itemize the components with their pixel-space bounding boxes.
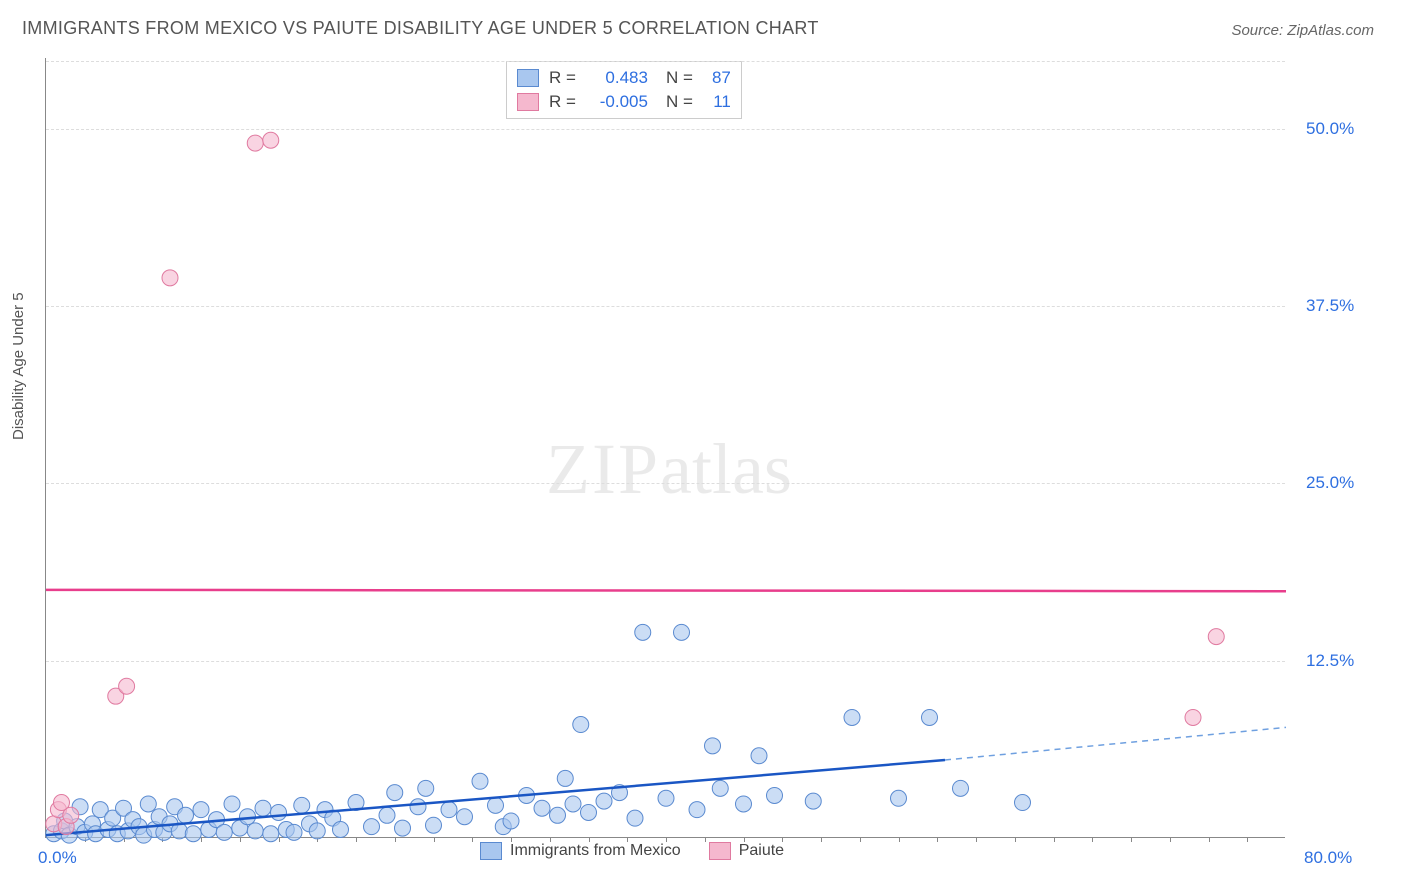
y-tick-label: 12.5% bbox=[1306, 651, 1354, 671]
data-point bbox=[488, 797, 504, 813]
data-point bbox=[255, 800, 271, 816]
data-point bbox=[457, 809, 473, 825]
data-point bbox=[596, 793, 612, 809]
data-point bbox=[1185, 709, 1201, 725]
data-point bbox=[162, 270, 178, 286]
data-point bbox=[844, 709, 860, 725]
data-point bbox=[333, 821, 349, 837]
data-point bbox=[550, 807, 566, 823]
legend-swatch bbox=[709, 842, 731, 860]
data-point bbox=[573, 717, 589, 733]
data-point bbox=[395, 820, 411, 836]
chart-svg bbox=[46, 58, 1286, 838]
data-point bbox=[178, 807, 194, 823]
data-point bbox=[658, 790, 674, 806]
data-point bbox=[674, 624, 690, 640]
data-point bbox=[581, 804, 597, 820]
legend-swatch bbox=[480, 842, 502, 860]
data-point bbox=[503, 813, 519, 829]
data-point bbox=[953, 780, 969, 796]
x-tick-label: 0.0% bbox=[38, 848, 77, 868]
legend-label: Immigrants from Mexico bbox=[510, 842, 681, 860]
legend-label: Paiute bbox=[739, 842, 784, 860]
legend-item: Immigrants from Mexico bbox=[480, 842, 681, 860]
data-point bbox=[216, 824, 232, 840]
data-point bbox=[140, 796, 156, 812]
data-point bbox=[767, 787, 783, 803]
data-point bbox=[1208, 629, 1224, 645]
data-point bbox=[565, 796, 581, 812]
data-point bbox=[689, 802, 705, 818]
y-tick-label: 50.0% bbox=[1306, 119, 1354, 139]
data-point bbox=[309, 823, 325, 839]
data-point bbox=[534, 800, 550, 816]
data-point bbox=[751, 748, 767, 764]
data-point bbox=[635, 624, 651, 640]
data-point bbox=[271, 804, 287, 820]
data-point bbox=[410, 799, 426, 815]
data-point bbox=[247, 135, 263, 151]
data-point bbox=[891, 790, 907, 806]
data-point bbox=[441, 802, 457, 818]
series-legend: Immigrants from Mexico Paiute bbox=[480, 842, 784, 860]
data-point bbox=[63, 807, 79, 823]
data-point bbox=[922, 709, 938, 725]
source-attribution: Source: ZipAtlas.com bbox=[1231, 22, 1374, 39]
data-point bbox=[705, 738, 721, 754]
x-tick-label: 80.0% bbox=[1304, 848, 1352, 868]
data-point bbox=[379, 807, 395, 823]
data-point bbox=[805, 793, 821, 809]
data-point bbox=[472, 773, 488, 789]
scatter-plot-area: ZIPatlas R =0.483N =87R =-0.005N =11 12.… bbox=[45, 58, 1285, 838]
y-axis-label: Disability Age Under 5 bbox=[10, 292, 27, 440]
data-point bbox=[263, 826, 279, 842]
data-point bbox=[263, 132, 279, 148]
data-point bbox=[247, 823, 263, 839]
data-point bbox=[224, 796, 240, 812]
data-point bbox=[294, 797, 310, 813]
legend-item: Paiute bbox=[709, 842, 784, 860]
y-tick-label: 37.5% bbox=[1306, 296, 1354, 316]
trend-line-extension bbox=[945, 727, 1286, 760]
data-point bbox=[418, 780, 434, 796]
data-point bbox=[387, 785, 403, 801]
trend-line bbox=[46, 590, 1286, 591]
data-point bbox=[185, 826, 201, 842]
data-point bbox=[712, 780, 728, 796]
data-point bbox=[627, 810, 643, 826]
chart-title: IMMIGRANTS FROM MEXICO VS PAIUTE DISABIL… bbox=[22, 18, 819, 39]
data-point bbox=[736, 796, 752, 812]
data-point bbox=[1015, 795, 1031, 811]
data-point bbox=[557, 770, 573, 786]
data-point bbox=[286, 824, 302, 840]
data-point bbox=[426, 817, 442, 833]
data-point bbox=[119, 678, 135, 694]
data-point bbox=[193, 802, 209, 818]
data-point bbox=[364, 819, 380, 835]
y-tick-label: 25.0% bbox=[1306, 473, 1354, 493]
